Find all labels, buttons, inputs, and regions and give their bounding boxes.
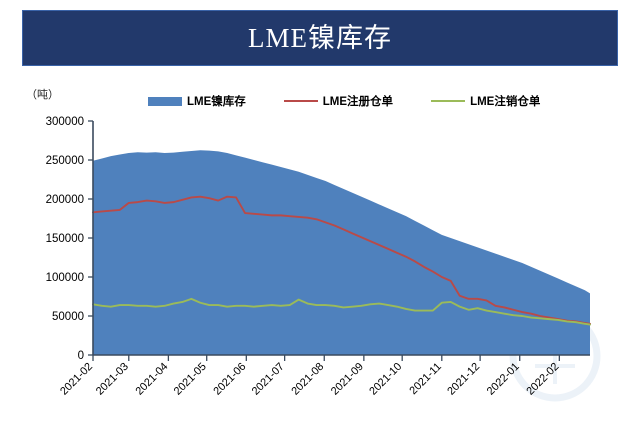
x-tick-label: 2021-06 bbox=[211, 361, 248, 398]
y-axis-unit-label: （吨） bbox=[26, 89, 59, 101]
legend-swatch-line-green-icon bbox=[431, 100, 466, 102]
series-line-2 bbox=[92, 297, 591, 326]
x-tick-label: 2021-11 bbox=[407, 361, 443, 397]
x-tick-label: 2021-02 bbox=[58, 361, 95, 398]
series-area-0 bbox=[93, 150, 590, 355]
legend-swatch-line-red-icon bbox=[283, 100, 318, 102]
series-line-1 bbox=[92, 195, 591, 325]
x-tick-label: 2021-09 bbox=[329, 361, 366, 398]
y-tick-label: 300000 bbox=[46, 116, 84, 128]
chart-plot: 0 50000 100000 150000 200000 250000 300000 202… bbox=[46, 116, 601, 402]
x-tick-label: 2021-12 bbox=[445, 361, 482, 398]
legend-label-cancelled: LME注销仓单 bbox=[470, 96, 541, 108]
x-tick-label: 2021-03 bbox=[94, 361, 131, 398]
x-tick-label: 2021-10 bbox=[367, 361, 404, 398]
x-tick-label: 2021-08 bbox=[289, 361, 326, 398]
title-banner: LME镍库存 bbox=[22, 10, 618, 66]
series-layer bbox=[92, 150, 591, 355]
y-tick-label: 250000 bbox=[46, 155, 84, 167]
y-tick-label: 50000 bbox=[52, 311, 84, 323]
x-tick-label: 2021-07 bbox=[250, 361, 287, 398]
page-title: LME镍库存 bbox=[248, 22, 392, 53]
legend-item-registered: LME注册仓单 bbox=[283, 93, 394, 109]
legend-swatch-area-icon bbox=[148, 96, 182, 106]
legend-label-inventory: LME镍库存 bbox=[187, 96, 246, 108]
x-tick-label: 2021-05 bbox=[172, 361, 209, 398]
y-tick-label: 100000 bbox=[46, 272, 84, 284]
y-tick-label: 0 bbox=[78, 350, 84, 362]
chart-container: （吨） LME镍库存 LME注册仓单 LME注销仓单 bbox=[0, 66, 640, 435]
y-tick-label: 150000 bbox=[46, 233, 84, 245]
y-tick-label: 200000 bbox=[46, 194, 84, 206]
legend-item-inventory: LME镍库存 bbox=[148, 93, 246, 109]
axis-layer bbox=[88, 120, 590, 361]
y-tick-labels: 0 50000 100000 150000 200000 250000 300000 bbox=[46, 116, 84, 362]
x-tick-label: 2021-04 bbox=[133, 361, 170, 398]
legend-item-cancelled: LME注销仓单 bbox=[431, 93, 540, 109]
legend-label-registered: LME注册仓单 bbox=[322, 96, 394, 108]
chart-legend: LME镍库存 LME注册仓单 LME注销仓单 bbox=[148, 92, 540, 110]
